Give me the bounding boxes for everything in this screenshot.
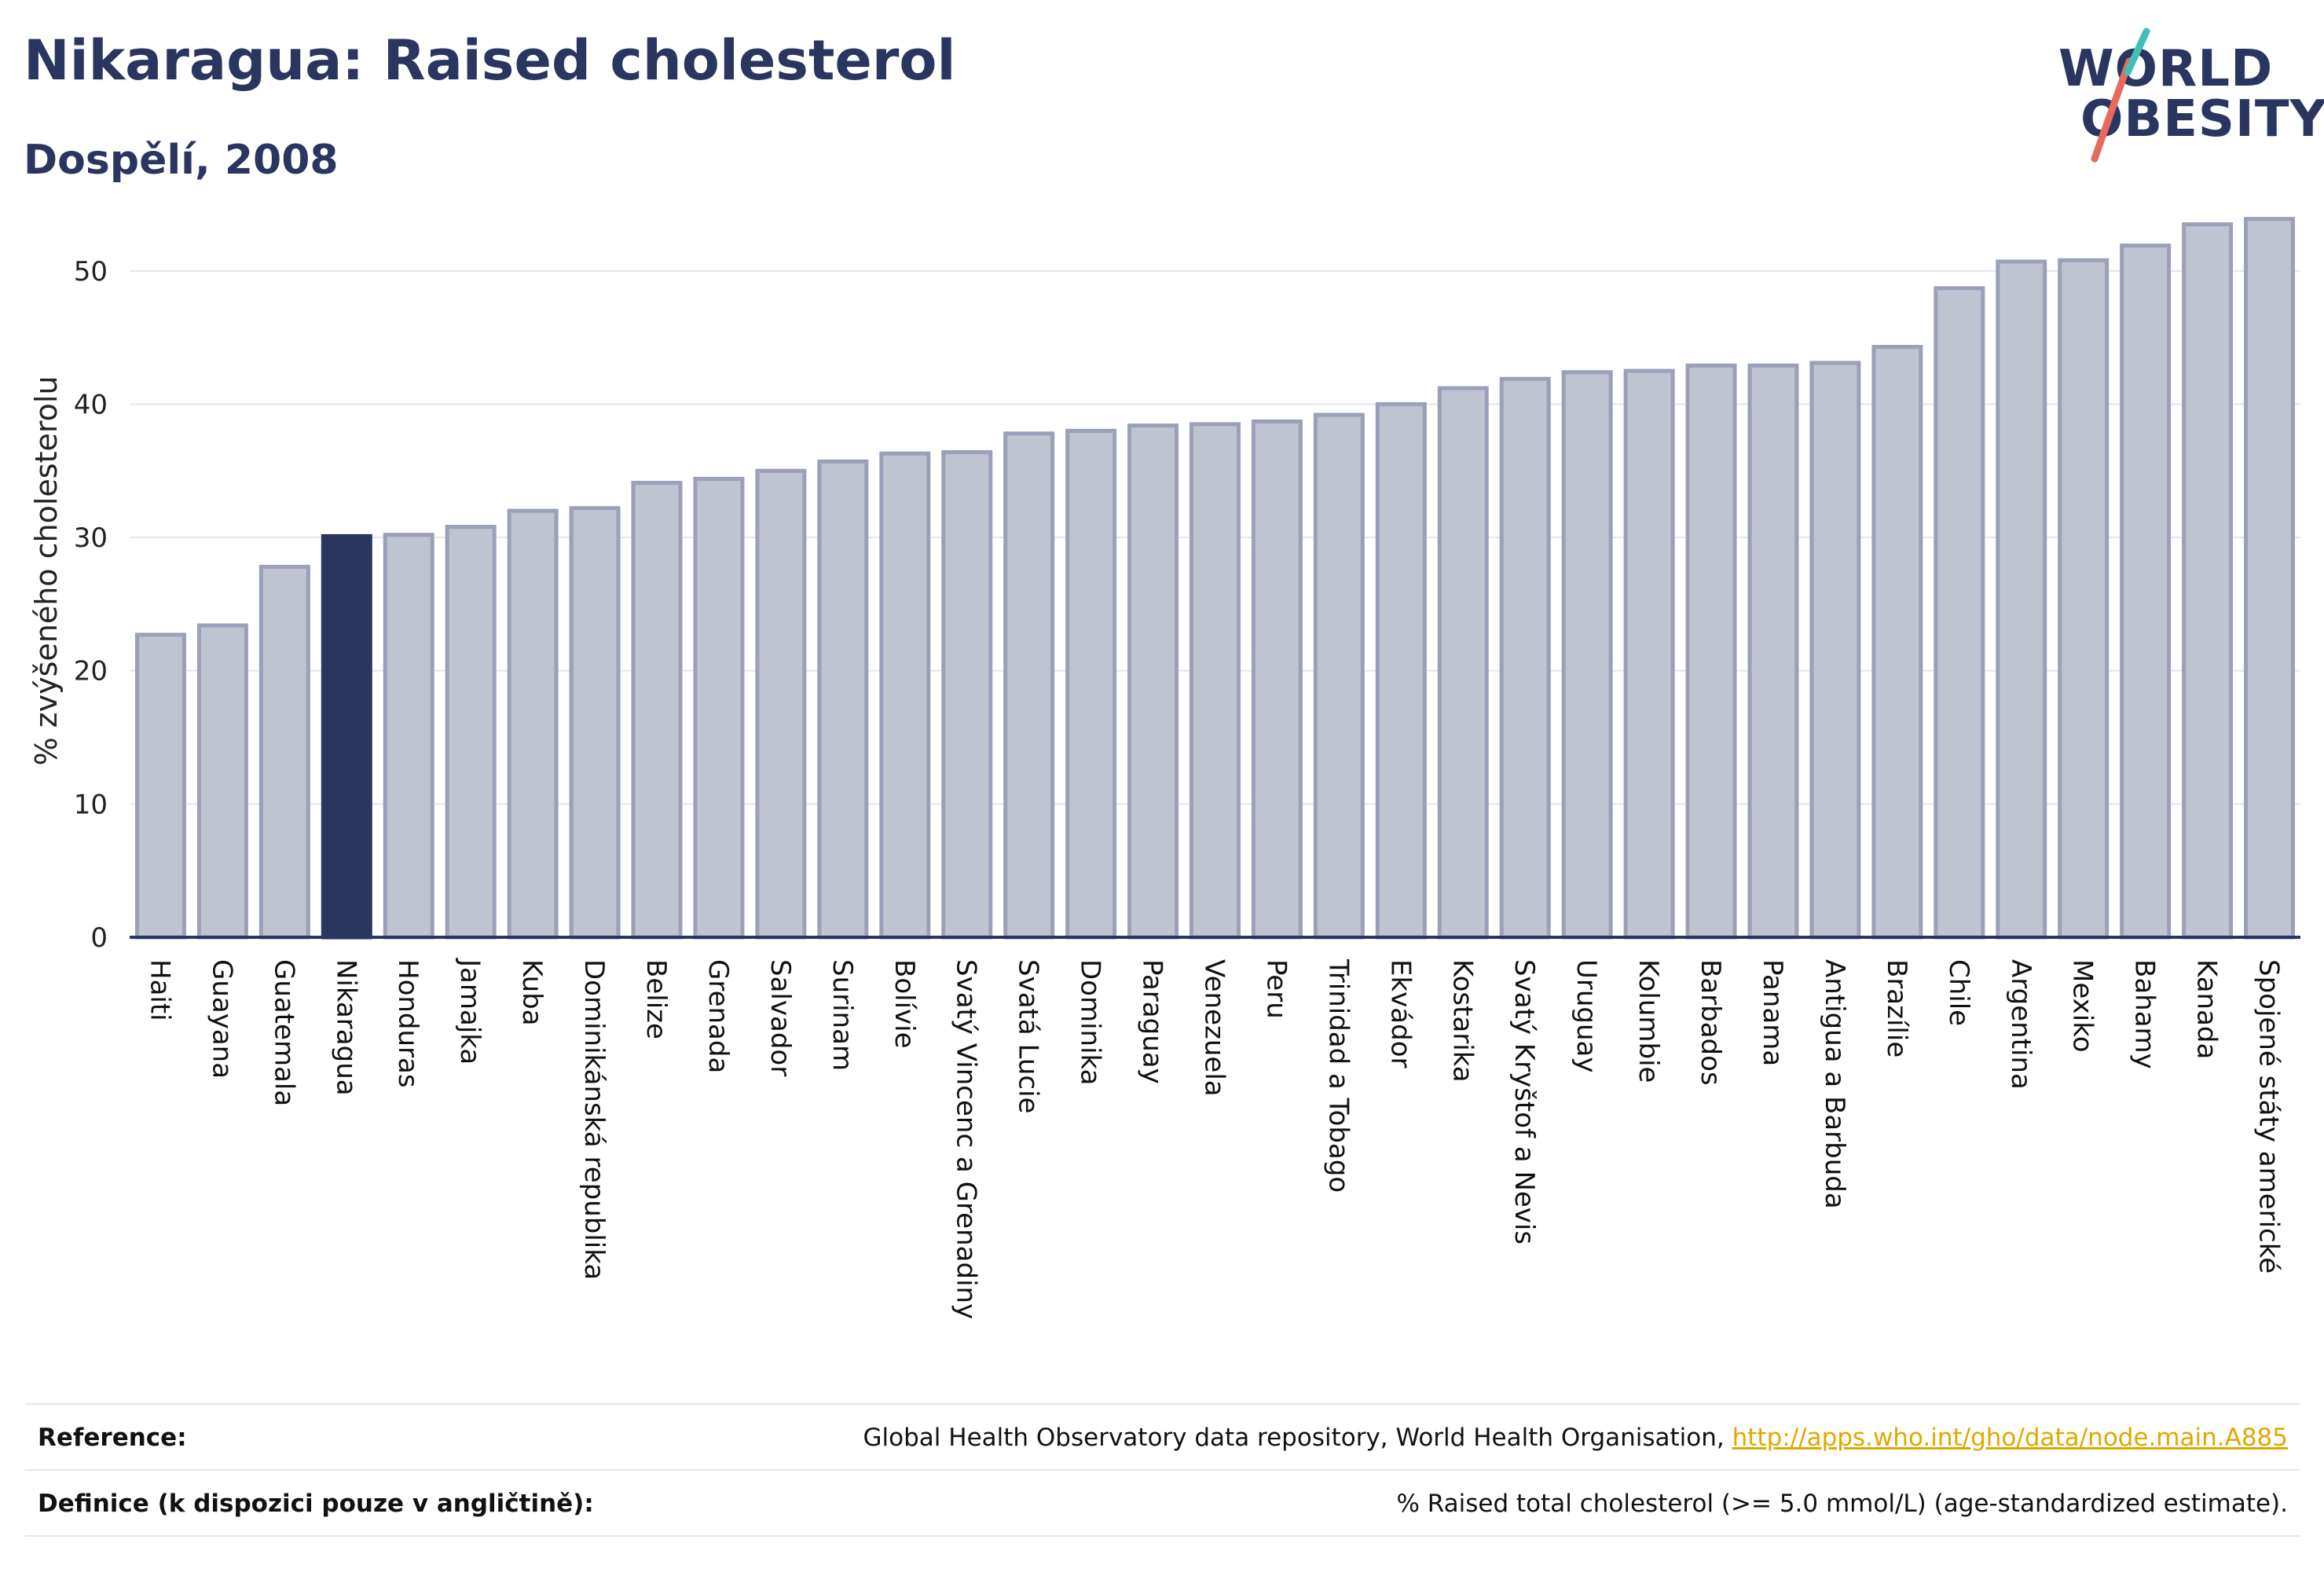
bar [879,451,931,940]
x-tick-label: Svatá Lucie [1013,959,1044,1113]
x-tick-label: Bolívie [889,959,920,1049]
reference-row: Reference: Global Health Observatory dat… [25,1403,2300,1469]
x-tick-label: Panama [1757,959,1788,1066]
reference-source: Global Health Observatory data repositor… [863,1424,1732,1452]
bar [134,632,186,940]
reference-label: Reference: [38,1424,187,1452]
x-tick-label: Kuba [516,959,548,1026]
bar [2182,222,2234,940]
y-tick-label: 20 [74,656,108,687]
x-tick-label: Kanada [2191,959,2223,1059]
bar [1747,363,1799,940]
x-tick-label: Spojené státy americké [2253,959,2285,1274]
bar [1561,370,1613,940]
bar [569,506,621,940]
definition-label: Definice (k dispozici pouze v angličtině… [38,1490,594,1518]
x-tick-label: Honduras [392,959,423,1088]
x-tick-label: Kostarika [1446,959,1478,1083]
bar [1996,259,2047,940]
chart-subtitle: Dospělí, 2008 [24,137,339,184]
y-tick-label: 50 [74,256,108,288]
bar [1934,286,1985,940]
x-tick-label: Brazílie [1881,959,1912,1057]
bar [196,623,248,940]
logo-line-2: OBESITY [2080,90,2324,148]
x-tick-label: Jamajka [454,958,486,1065]
logo-line-1: WORLD [2058,40,2274,98]
bar [1499,376,1551,940]
bar [1437,386,1489,940]
chart-title: Nikaragua: Raised cholesterol [24,28,956,93]
reference-table: Reference: Global Health Observatory dat… [25,1403,2300,1537]
bar [631,481,683,940]
bar [1251,420,1303,940]
bar [1189,422,1241,940]
bar [2244,217,2296,940]
reference-link[interactable]: http://apps.who.int/gho/data/node.main.A… [1732,1424,2288,1452]
y-tick-label: 40 [74,389,108,420]
x-tick-label: Svatý Kryštof a Nevis [1508,959,1540,1244]
bar [693,476,745,940]
x-tick-label: Ekvádor [1384,959,1416,1068]
logo-slash-icon [2091,27,2150,163]
x-tick-label: Barbados [1695,959,1726,1086]
bar [1127,423,1179,940]
x-tick-label: Trinidad a Tobago [1322,958,1354,1193]
bar [445,525,497,940]
x-tick-label: Mexiko [2067,959,2099,1053]
x-tick-label: Svatý Vincenc a Grenadiny [951,959,982,1319]
bar [1685,363,1737,940]
bar [507,508,559,940]
bar [2058,258,2110,940]
x-tick-label: Kolumbie [1633,959,1664,1083]
definition-row: Definice (k dispozici pouze v angličtině… [25,1469,2300,1537]
bar [941,450,993,940]
world-obesity-logo[interactable]: WORLD OBESITY [2043,24,2324,165]
x-tick-label: Dominikánská republika [578,959,610,1280]
x-tick-label: Nikaragua [330,959,361,1096]
x-tick-label: Venezuela [1199,959,1230,1097]
bar [1809,361,1861,940]
x-tick-label: Antigua a Barbuda [1819,959,1850,1209]
reference-value: Global Health Observatory data repositor… [863,1424,2288,1452]
y-tick-label: 0 [90,922,108,954]
bar [258,564,310,940]
bar [1313,412,1365,940]
x-tick-label: Argentina [2005,959,2036,1090]
x-tick-label: Belize [640,959,672,1039]
bar [321,533,372,940]
x-tick-label: Salvador [764,959,796,1076]
x-tick-label: Uruguay [1571,959,1602,1073]
x-tick-label: Peru [1260,959,1292,1019]
bar [817,459,869,940]
bar [755,468,807,940]
x-tick-label: Surinam [827,959,858,1071]
bar [383,533,434,940]
x-tick-label: Dominika [1075,959,1106,1085]
bar [1871,345,1923,940]
bar [2120,244,2172,940]
x-tick-label: Haiti [144,959,175,1021]
x-tick-label: Guayana [206,959,237,1079]
x-tick-label: Guatemala [268,959,299,1106]
bar [1623,368,1675,940]
bar [1375,401,1427,940]
x-tick-label: Grenada [702,959,734,1073]
bar [1003,431,1055,940]
bar [1065,428,1117,940]
x-tick-label: Bahamy [2129,959,2161,1069]
y-axis-label: % zvýšeného cholesterolu [29,376,64,765]
x-tick-label: Paraguay [1137,959,1168,1084]
y-tick-label: 10 [74,789,108,820]
definition-value: % Raised total cholesterol (>= 5.0 mmol/… [1396,1490,2288,1518]
x-tick-label: Chile [1943,959,1974,1026]
bar-chart: 0 10 20 30 40 50 % zvýšeného cholesterolu Haiti… [29,217,2300,1319]
y-tick-label: 30 [74,522,108,554]
